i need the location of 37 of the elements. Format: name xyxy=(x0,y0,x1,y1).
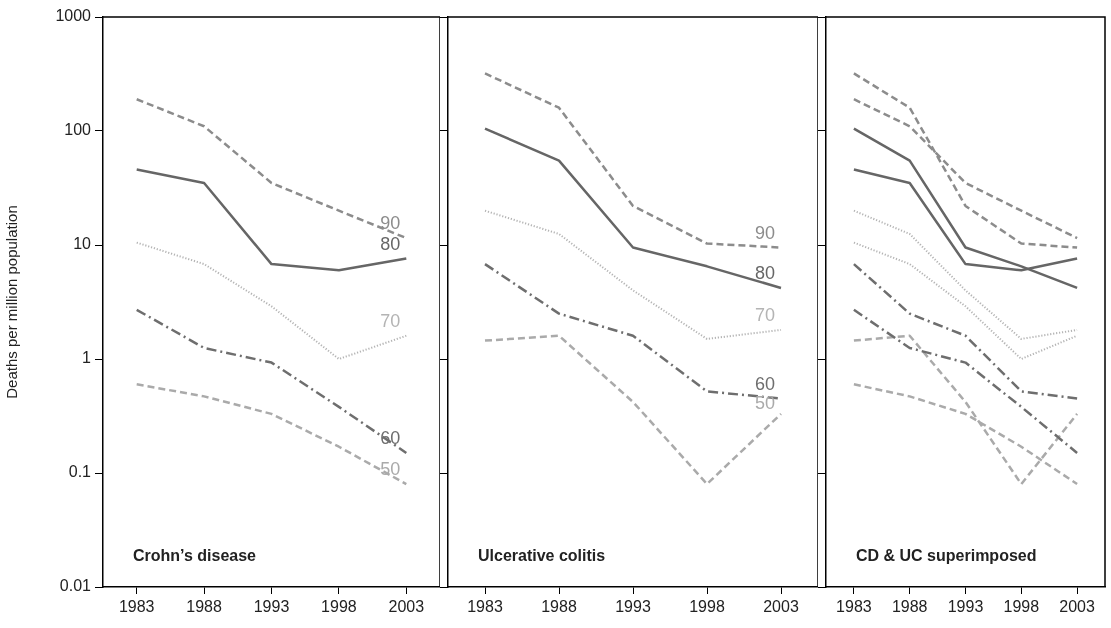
y-tick-label: 0.01 xyxy=(59,577,92,595)
series-label: 90 xyxy=(380,213,401,234)
x-tick-label: 1998 xyxy=(1003,598,1040,616)
text: Ulcerative colitis xyxy=(478,547,606,565)
line-series xyxy=(135,383,408,486)
line-series xyxy=(135,308,408,455)
y-tick-label: 1 xyxy=(82,349,92,367)
series-label: 70 xyxy=(754,304,776,325)
series-label: 60 xyxy=(380,427,401,448)
y-tick-label: 100 xyxy=(64,121,92,139)
y-tick-label: 0.1 xyxy=(68,463,92,481)
x-tick-label: 1988 xyxy=(186,598,222,616)
x-tick-label: 1988 xyxy=(541,598,577,616)
x-tick-label: 1993 xyxy=(253,598,290,616)
text: CD & UC superimposed xyxy=(856,547,1037,565)
series-label: 80 xyxy=(380,233,401,254)
x-tick-label: 1983 xyxy=(467,598,503,616)
x-tick-label: 1998 xyxy=(689,598,725,616)
y-tick-label: 1000 xyxy=(55,7,92,25)
x-tick-label: 2003 xyxy=(763,598,799,616)
x-tick-label: 2003 xyxy=(388,598,425,616)
x-tick-label: 1993 xyxy=(947,598,984,616)
y-axis-title: Deaths per million population xyxy=(3,205,21,399)
series-label: 70 xyxy=(380,310,401,331)
x-tick-label: 1993 xyxy=(615,598,651,616)
x-tick-label: 1998 xyxy=(321,598,357,616)
series-label: 50 xyxy=(380,459,401,480)
series-label: 50 xyxy=(754,392,776,413)
x-tick-label: 1988 xyxy=(891,598,928,616)
x-tick-label: 1983 xyxy=(118,598,155,616)
x-tick-label: 1983 xyxy=(836,598,872,616)
series-label: 80 xyxy=(754,262,776,283)
y-tick-label: 10 xyxy=(73,235,92,253)
series-label: 60 xyxy=(754,373,776,394)
series-label: 90 xyxy=(754,222,776,243)
text: Crohn’s disease xyxy=(133,547,257,565)
x-tick-label: 2003 xyxy=(1059,598,1095,616)
